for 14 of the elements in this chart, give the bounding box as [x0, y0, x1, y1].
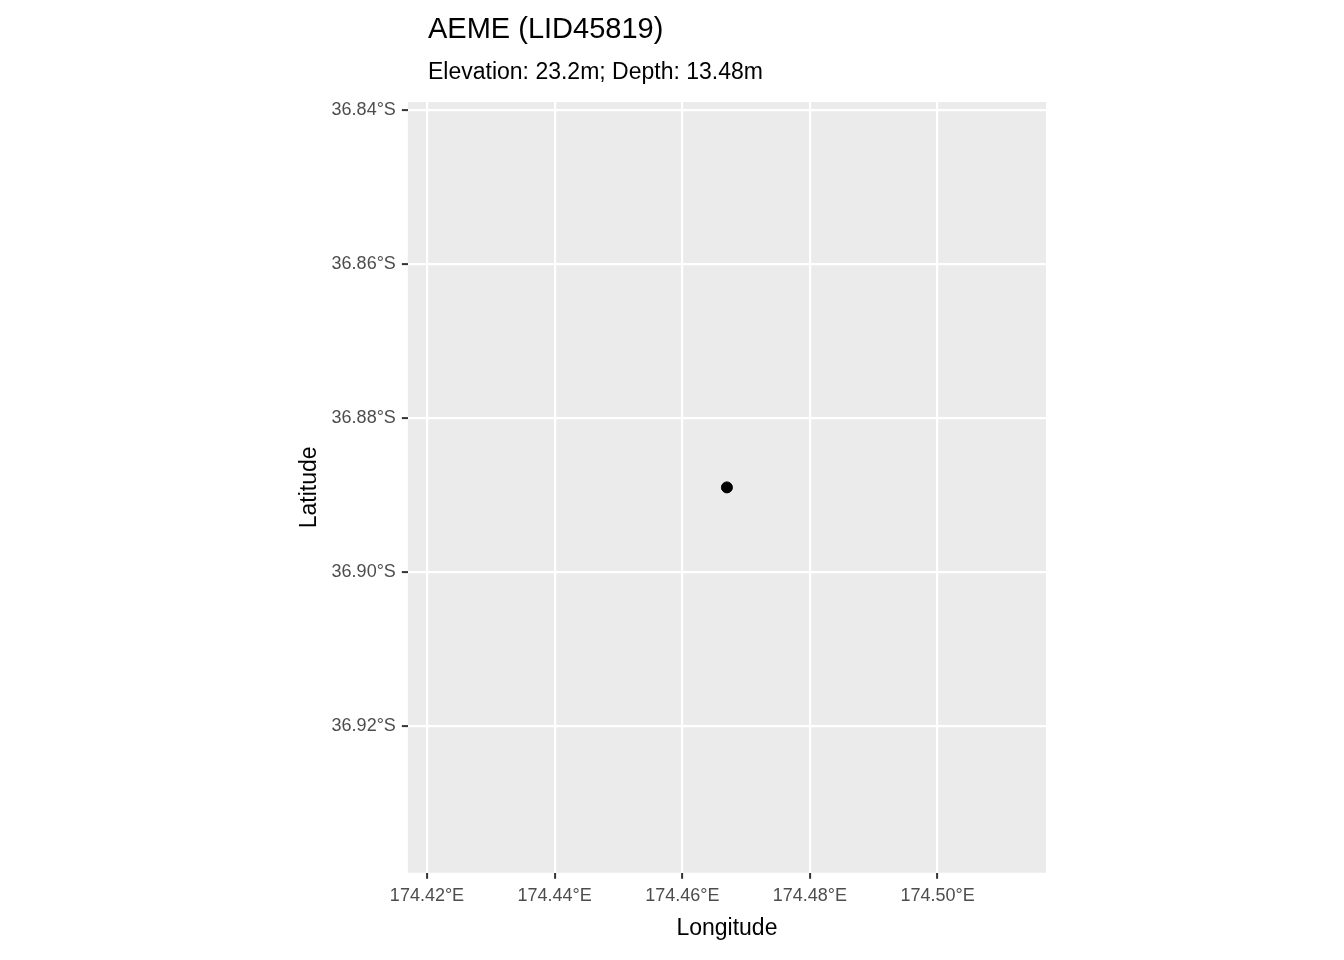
- y-tick-label: 36.88°S: [331, 407, 396, 427]
- chart-title: AEME (LID45819): [428, 12, 664, 45]
- x-tick-label: 174.48°E: [772, 884, 848, 905]
- chart-subtitle: Elevation: 23.2m; Depth: 13.48m: [428, 58, 763, 85]
- y-tick-label: 36.90°S: [331, 561, 396, 582]
- x-tick-label: 174.50°E: [900, 884, 975, 905]
- x-tick-label: 174.46°E: [645, 884, 720, 905]
- x-tick-label: 174.42°E: [389, 884, 465, 905]
- y-axis-title: Latitude: [295, 446, 322, 529]
- x-axis-title: Longitude: [676, 913, 778, 940]
- y-tick-label: 36.84°S: [331, 98, 396, 119]
- x-tick-label: 174.44°E: [517, 884, 592, 905]
- y-tick-label: 36.86°S: [331, 252, 396, 273]
- y-tick-label: 36.92°S: [331, 715, 396, 736]
